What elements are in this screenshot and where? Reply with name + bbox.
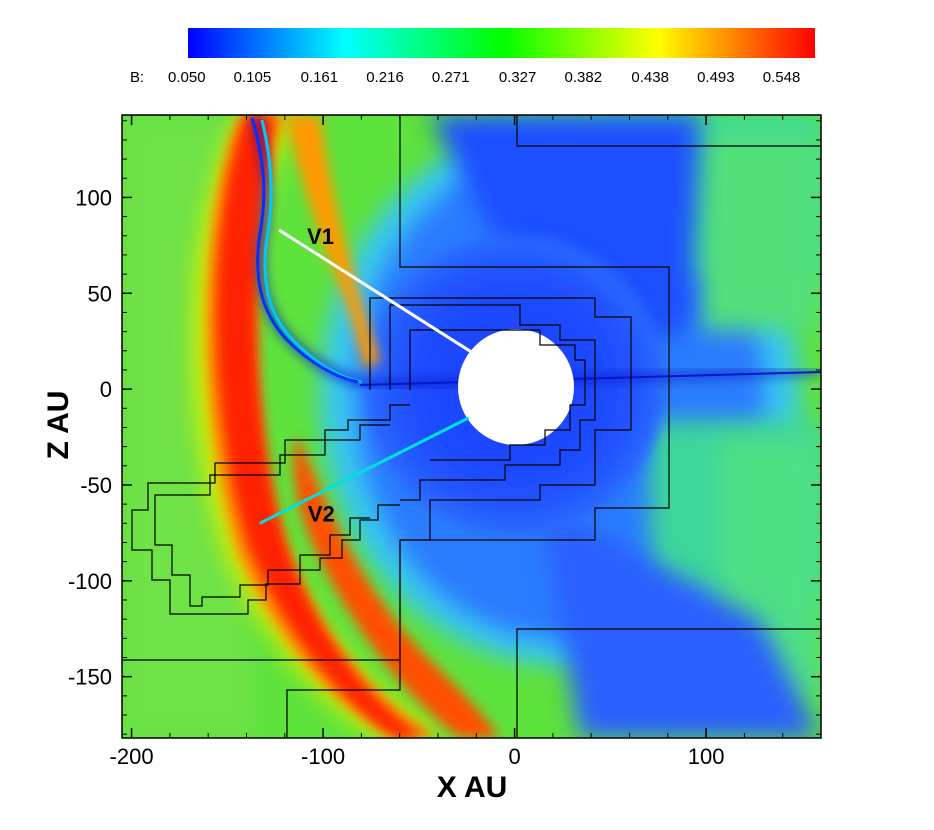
colorbar-tick-label: 0.050 bbox=[168, 69, 206, 86]
x-tick-label: -200 bbox=[110, 744, 154, 769]
y-axis-ticks: 100 50 0 -50 -100 -150 bbox=[68, 120, 821, 735]
y-axis-title: Z AU bbox=[42, 391, 75, 460]
trajectory-label-v1: V1 bbox=[307, 224, 334, 249]
colorbar-gradient bbox=[188, 28, 815, 58]
colorbar-tick-label: 0.271 bbox=[432, 69, 470, 86]
y-tick-label: 100 bbox=[75, 185, 112, 210]
trajectory-label-v2: V2 bbox=[308, 501, 335, 526]
y-tick-label: 0 bbox=[100, 377, 112, 402]
y-tick-label: -150 bbox=[68, 665, 112, 690]
colorbar-tick-label: 0.548 bbox=[763, 69, 801, 86]
colorbar-variable-label: B: bbox=[130, 69, 144, 86]
colorbar-tick-label: 0.161 bbox=[301, 69, 339, 86]
colorbar-tick-label: 0.216 bbox=[366, 69, 404, 86]
colorbar-tick-label: 0.327 bbox=[499, 69, 537, 86]
colorbar-tick-label: 0.438 bbox=[631, 69, 669, 86]
x-tick-label: 100 bbox=[688, 744, 725, 769]
x-tick-label: -100 bbox=[301, 744, 345, 769]
x-tick-label: 0 bbox=[508, 744, 520, 769]
colorbar: B: 0.050 0.105 0.161 0.216 0.271 0.327 0.382 0.… bbox=[130, 28, 815, 86]
heatmap-field bbox=[122, 115, 821, 738]
colorbar-tick-labels: 0.050 0.105 0.161 0.216 0.271 0.327 0.382 0.438… bbox=[168, 69, 800, 86]
y-tick-label: -50 bbox=[80, 473, 112, 498]
trajectory-v1 bbox=[278, 228, 474, 354]
y-tick-label: 50 bbox=[88, 281, 112, 306]
trajectory-v2 bbox=[259, 416, 470, 525]
x-axis-ticks: -200 -100 0 100 bbox=[110, 115, 784, 769]
colorbar-tick-label: 0.382 bbox=[565, 69, 603, 86]
y-tick-label: -100 bbox=[68, 569, 112, 594]
trajectories: V1 V2 bbox=[259, 224, 474, 526]
colorbar-tick-label: 0.105 bbox=[234, 69, 272, 86]
x-axis-title: X AU bbox=[437, 771, 508, 804]
mesh-boundaries bbox=[122, 115, 821, 738]
plot-frame bbox=[121, 114, 822, 739]
colorbar-tick-label: 0.493 bbox=[697, 69, 735, 86]
inner-boundary bbox=[458, 329, 574, 445]
